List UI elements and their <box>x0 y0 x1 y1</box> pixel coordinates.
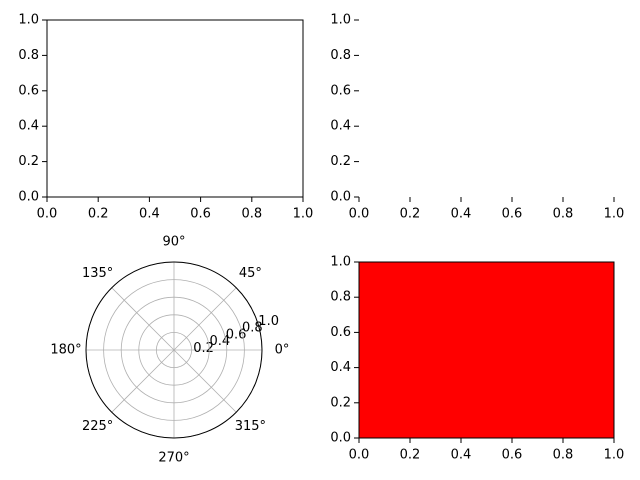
x-tick-label: 1.0 <box>604 207 625 222</box>
x-tick-label: 0.0 <box>349 207 370 222</box>
theta-tick-label: 90° <box>162 235 185 250</box>
y-tick-label: 0.4 <box>330 360 351 375</box>
x-tick-label: 0.8 <box>241 207 262 222</box>
r-tick-label: 0.4 <box>210 334 231 349</box>
x-tick-label: 0.4 <box>451 207 472 222</box>
r-tick-label: 0.8 <box>242 321 263 336</box>
theta-grid-line <box>173 349 237 413</box>
axes-background <box>359 20 614 197</box>
y-tick-label: 0.2 <box>330 395 351 410</box>
theta-tick-label: 135° <box>82 266 113 281</box>
y-tick-label: 1.0 <box>330 13 351 28</box>
x-tick-label: 0.2 <box>88 207 109 222</box>
x-tick-label: 0.2 <box>400 207 421 222</box>
x-tick-label: 1.0 <box>604 448 625 463</box>
theta-tick-label: 180° <box>50 343 81 358</box>
y-tick-label: 0.6 <box>18 83 39 98</box>
y-tick-label: 0.2 <box>330 154 351 169</box>
y-tick-label: 1.0 <box>18 13 39 28</box>
x-tick-label: 0.8 <box>553 448 574 463</box>
y-tick-label: 0.6 <box>330 325 351 340</box>
theta-tick-label: 0° <box>275 343 290 358</box>
r-tick-label: 1.0 <box>258 314 279 329</box>
theta-grid-line <box>111 287 175 351</box>
x-tick-label: 0.4 <box>451 448 472 463</box>
y-tick-label: 1.0 <box>330 255 351 270</box>
r-grid-line <box>120 296 228 404</box>
y-tick-label: 0.0 <box>330 190 351 205</box>
x-tick-label: 1.0 <box>293 207 314 222</box>
y-tick-label: 0.8 <box>330 290 351 305</box>
y-tick-label: 0.8 <box>18 48 39 63</box>
r-grid-line <box>138 314 210 386</box>
y-tick-label: 0.0 <box>330 431 351 446</box>
theta-tick-label: 315° <box>235 419 266 434</box>
y-tick-label: 0.8 <box>330 48 351 63</box>
y-tick-label: 0.2 <box>18 154 39 169</box>
y-tick-label: 0.4 <box>18 119 39 134</box>
theta-tick-label: 270° <box>158 451 189 466</box>
polar-frame <box>85 261 263 439</box>
x-tick-label: 0.6 <box>190 207 211 222</box>
x-tick-label: 0.8 <box>553 207 574 222</box>
x-tick-label: 0.6 <box>502 448 523 463</box>
x-tick-label: 0.2 <box>400 448 421 463</box>
y-tick-label: 0.0 <box>18 190 39 205</box>
x-tick-label: 0.0 <box>349 448 370 463</box>
axes-background <box>46 19 304 198</box>
theta-grid-line <box>111 349 175 413</box>
r-grid-line <box>155 331 192 368</box>
theta-tick-label: 225° <box>82 419 113 434</box>
theta-tick-label: 45° <box>239 266 262 281</box>
x-tick-label: 0.0 <box>37 207 58 222</box>
axes-background <box>358 261 615 439</box>
x-tick-label: 0.4 <box>139 207 160 222</box>
y-tick-label: 0.4 <box>330 119 351 134</box>
theta-grid-line <box>173 287 237 351</box>
r-tick-label: 0.6 <box>226 327 247 342</box>
x-tick-label: 0.6 <box>502 207 523 222</box>
r-grid-line <box>103 279 245 421</box>
y-tick-label: 0.6 <box>330 83 351 98</box>
